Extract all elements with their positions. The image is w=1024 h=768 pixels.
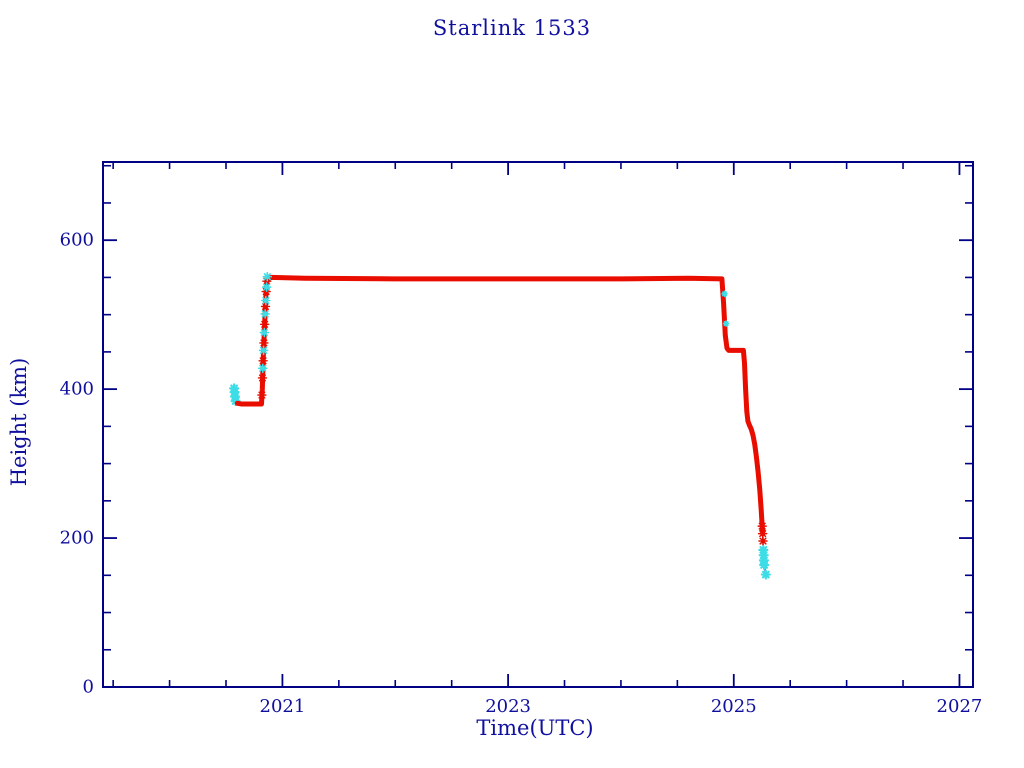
data-marker — [257, 363, 268, 374]
data-marker — [257, 373, 268, 383]
y-tick-label: 0 — [83, 677, 94, 698]
data-marker — [760, 569, 771, 580]
data-marker — [261, 295, 271, 306]
data-marker — [258, 345, 269, 356]
series-main-red-track — [234, 274, 766, 537]
data-marker — [758, 536, 768, 546]
x-axis-label: Time(UTC) — [476, 716, 594, 740]
data-marker — [721, 290, 728, 298]
x-tick-label: 2027 — [937, 696, 983, 717]
data-marker — [260, 309, 270, 319]
x-tick-label: 2021 — [260, 696, 306, 717]
data-marker — [757, 528, 768, 539]
plot-frame — [102, 161, 974, 688]
chart-title: Starlink 1533 — [432, 16, 592, 40]
data-marker — [260, 319, 270, 330]
x-tick-label: 2023 — [485, 696, 531, 717]
data-marker — [258, 356, 268, 366]
data-marker — [722, 320, 730, 327]
data-marker — [257, 390, 267, 400]
data-marker — [758, 550, 769, 561]
y-tick-label: 400 — [60, 379, 94, 400]
data-marker — [259, 327, 270, 338]
data-marker — [262, 271, 273, 282]
data-marker — [757, 521, 767, 531]
y-axis-label: Height (km) — [7, 357, 31, 487]
data-marker — [259, 338, 269, 348]
data-marker — [260, 301, 271, 312]
data-marker — [261, 282, 272, 292]
data-marker — [230, 395, 241, 407]
x-tick-label: 2025 — [711, 696, 757, 717]
data-marker — [759, 559, 770, 570]
data-marker — [758, 544, 769, 556]
y-tick-label: 200 — [60, 528, 94, 549]
y-tick-label: 600 — [60, 230, 94, 251]
